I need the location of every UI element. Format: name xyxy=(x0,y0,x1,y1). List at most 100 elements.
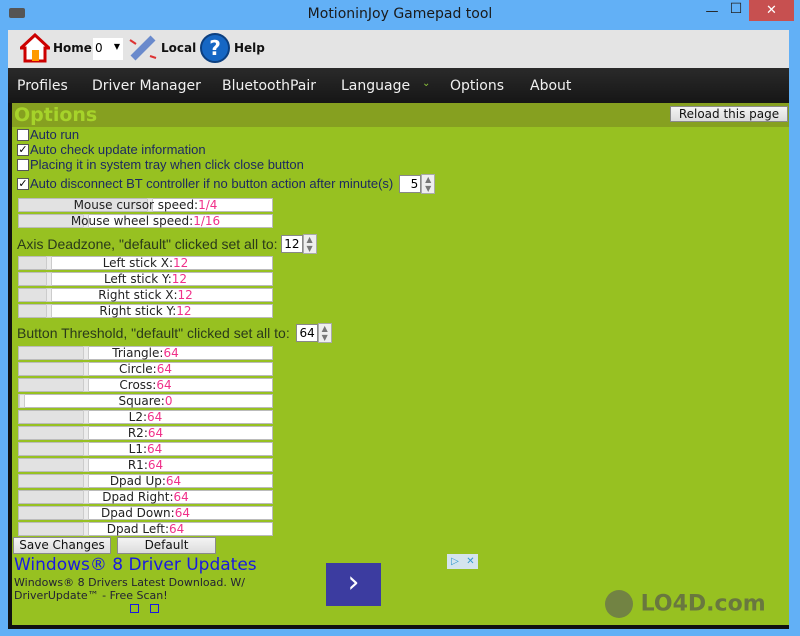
watermark-text: LO4D.com xyxy=(640,591,766,617)
slider-thumb[interactable] xyxy=(83,506,89,520)
watermark-globe-icon xyxy=(605,590,633,618)
disconnect-minutes-input[interactable]: 5 xyxy=(399,174,422,193)
slider-thumb[interactable] xyxy=(83,458,89,472)
slider[interactable]: Dpad Down:64 xyxy=(18,506,273,520)
slider-label: Mouse wheel speed:1/16 xyxy=(19,214,272,228)
minimize-button[interactable]: — xyxy=(705,4,719,19)
slider[interactable]: Dpad Up:64 xyxy=(18,474,273,488)
slider-thumb[interactable] xyxy=(46,304,52,318)
slider[interactable]: Circle:64 xyxy=(18,362,273,376)
slider-value: 64 xyxy=(173,490,189,504)
slider-fill xyxy=(19,305,49,317)
help-icon[interactable]: ? xyxy=(200,33,230,63)
nav-options[interactable]: Options xyxy=(450,78,505,94)
slider-name: Triangle: xyxy=(112,346,164,360)
page-header xyxy=(12,103,789,127)
slider-label: Left stick Y:12 xyxy=(19,272,272,286)
ad-dot-icon[interactable] xyxy=(130,604,139,613)
slider[interactable]: Cross:64 xyxy=(18,378,273,392)
close-button[interactable]: ✕ xyxy=(749,0,794,21)
slider-fill xyxy=(19,459,86,471)
nav-profiles[interactable]: Profiles xyxy=(17,78,68,94)
slider-fill xyxy=(19,523,86,535)
slider-thumb[interactable] xyxy=(46,288,52,302)
ad-arrow-button[interactable]: › xyxy=(326,563,381,606)
checkbox[interactable]: ✓ xyxy=(17,176,29,190)
slider-name: L1: xyxy=(128,442,148,456)
local-button[interactable]: Local xyxy=(161,41,197,55)
nav-about[interactable]: About xyxy=(530,78,572,94)
help-button[interactable]: Help xyxy=(234,41,265,55)
home-icon[interactable] xyxy=(17,32,53,63)
slider[interactable]: Square:0 xyxy=(18,394,273,408)
slider[interactable]: Left stick X:12 xyxy=(18,256,273,270)
slider-thumb[interactable] xyxy=(83,490,89,504)
checkbox-label[interactable]: Auto check update information xyxy=(30,142,206,157)
slider-thumb[interactable] xyxy=(46,272,52,286)
slider-thumb[interactable] xyxy=(83,522,89,536)
checkbox-label[interactable]: Auto run xyxy=(30,127,80,142)
slider-thumb[interactable] xyxy=(147,198,153,212)
slider-thumb[interactable] xyxy=(83,362,89,376)
slider[interactable]: Right stick X:12 xyxy=(18,288,273,302)
slider-value: 64 xyxy=(156,362,173,376)
slider-thumb[interactable] xyxy=(46,256,52,270)
nav-language[interactable]: Language xyxy=(341,78,411,94)
slider[interactable]: Mouse cursor speed:1/4 xyxy=(18,198,273,212)
slider[interactable]: Left stick Y:12 xyxy=(18,272,273,286)
slider-thumb[interactable] xyxy=(83,346,89,360)
slider[interactable]: L1:64 xyxy=(18,442,273,456)
slider-fill xyxy=(19,347,86,359)
slider-thumb[interactable] xyxy=(83,214,89,228)
home-button[interactable]: Home xyxy=(53,41,92,55)
slider-value: 0 xyxy=(164,394,173,408)
adchoices-icon[interactable]: ▷ xyxy=(447,554,463,569)
disconnected-plug-icon[interactable] xyxy=(128,34,158,62)
checkbox-label[interactable]: Auto disconnect BT controller if no butt… xyxy=(30,176,394,191)
ad-dot-icon[interactable] xyxy=(150,604,159,613)
slider-label: R1:64 xyxy=(19,458,272,472)
slider[interactable]: R1:64 xyxy=(18,458,273,472)
checkbox-label[interactable]: Placing it in system tray when click clo… xyxy=(30,157,304,172)
ad-close-icon[interactable]: ✕ xyxy=(463,554,478,569)
slider-thumb[interactable] xyxy=(19,394,25,408)
slider-label: Left stick X:12 xyxy=(19,256,272,270)
controller-select[interactable]: 0 ▼ xyxy=(93,38,123,60)
frame-border xyxy=(8,103,12,628)
disconnect-minutes-spinner[interactable]: ▲ ▼ xyxy=(421,173,436,194)
threshold-spinner[interactable]: ▲ ▼ xyxy=(317,323,332,343)
slider-fill xyxy=(19,379,86,391)
slider[interactable]: R2:64 xyxy=(18,426,273,440)
checkbox[interactable] xyxy=(17,128,29,141)
checkbox-row: ✓ Auto check update information xyxy=(17,142,435,157)
save-changes-button[interactable]: Save Changes xyxy=(13,537,111,554)
slider[interactable]: Dpad Right:64 xyxy=(18,490,273,504)
slider-value: 12 xyxy=(173,256,189,270)
checkbox[interactable]: ✓ xyxy=(17,142,29,156)
slider[interactable]: Dpad Left:64 xyxy=(18,522,273,536)
default-button[interactable]: Default xyxy=(117,537,216,554)
slider-thumb[interactable] xyxy=(83,426,89,440)
nav-bluetoothpair[interactable]: BluetoothPair xyxy=(222,78,317,94)
slider[interactable]: Triangle:64 xyxy=(18,346,273,360)
slider-thumb[interactable] xyxy=(83,410,89,424)
slider-value: 12 xyxy=(177,288,193,302)
ad-title-link[interactable]: Windows® 8 Driver Updates xyxy=(14,555,257,575)
ad-text: DriverUpdate™ - Free Scan! xyxy=(14,589,168,602)
slider[interactable]: Right stick Y:12 xyxy=(18,304,273,318)
chevron-down-icon: ⌄ xyxy=(422,78,431,89)
threshold-input[interactable]: 64 xyxy=(295,324,318,342)
maximize-button[interactable]: ☐ xyxy=(729,1,743,17)
nav-driver-manager[interactable]: Driver Manager xyxy=(92,78,201,94)
slider[interactable]: L2:64 xyxy=(18,410,273,424)
reload-button[interactable]: Reload this page xyxy=(670,106,788,122)
slider[interactable]: Mouse wheel speed:1/16 xyxy=(18,214,273,228)
checkbox[interactable] xyxy=(17,158,29,171)
slider-thumb[interactable] xyxy=(83,442,89,456)
window-title: MotioninJoy Gamepad tool xyxy=(307,6,493,22)
deadzone-input[interactable]: 12 xyxy=(280,235,303,253)
slider-thumb[interactable] xyxy=(83,474,89,488)
slider-thumb[interactable] xyxy=(83,378,89,392)
deadzone-row: Axis Deadzone, "default" clicked set all… xyxy=(17,234,317,254)
deadzone-spinner[interactable]: ▲ ▼ xyxy=(302,234,317,254)
